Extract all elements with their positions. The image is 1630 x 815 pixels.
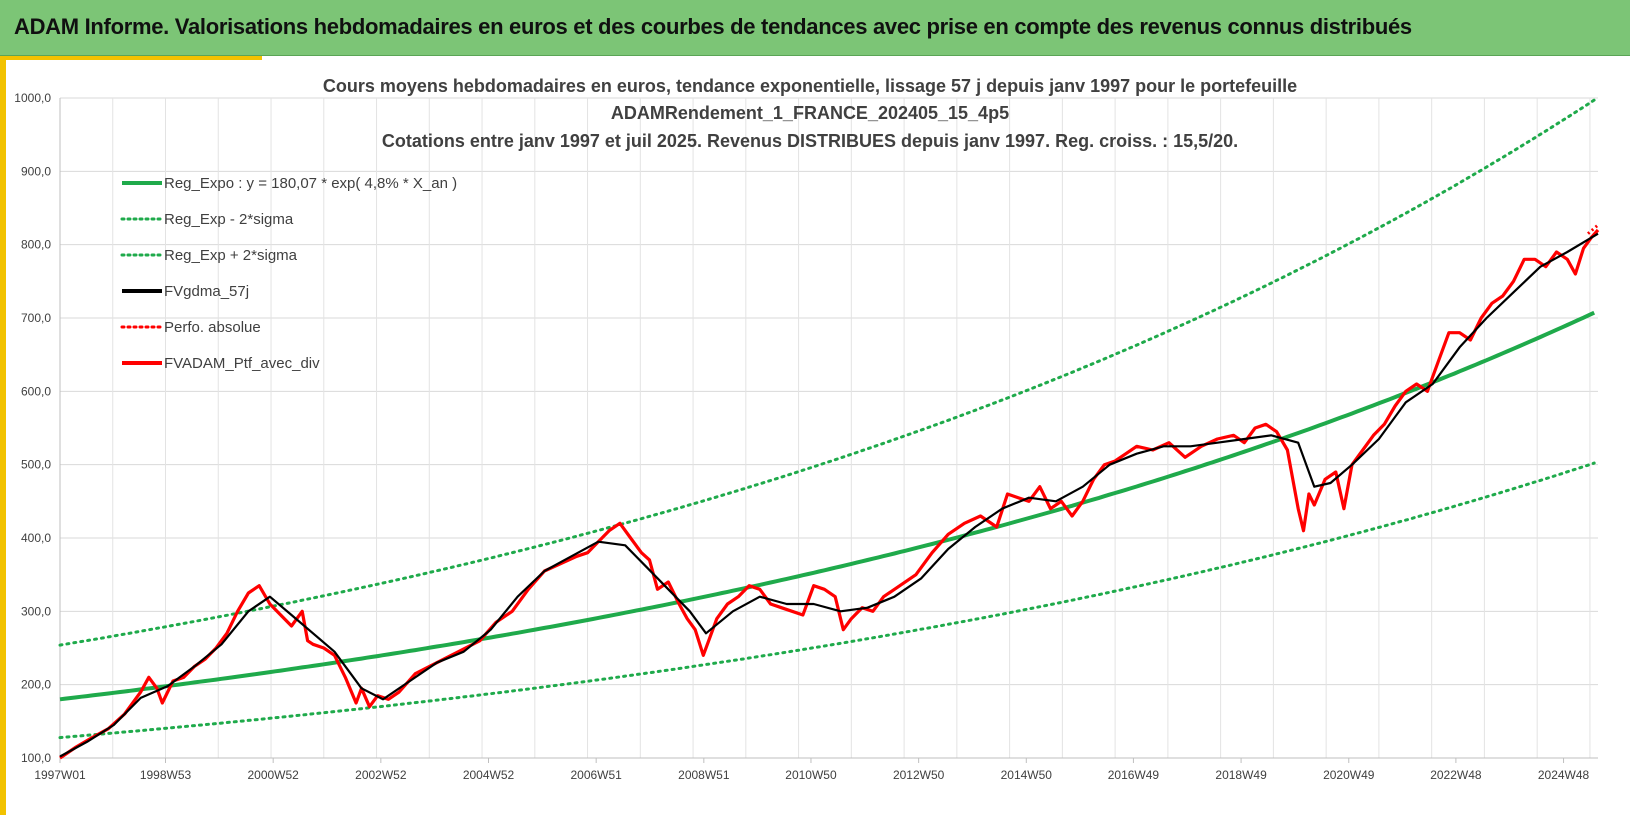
chart-title-line-2: ADAMRendement_1_FRANCE_202405_15_4p5: [611, 103, 1009, 123]
x-tick-label: 2020W49: [1323, 768, 1375, 782]
legend-label: Perfo. absolue: [164, 319, 261, 336]
y-tick-label: 700,0: [21, 311, 51, 325]
trend-regression-line: [59, 310, 1596, 702]
x-tick-label: 1997W01: [34, 768, 86, 782]
x-tick-label: 2008W51: [678, 768, 730, 782]
x-tick-label: 1998W53: [140, 768, 192, 782]
accent-left-bar: [0, 56, 6, 815]
x-tick-label: 2000W52: [247, 768, 299, 782]
x-axis-ticks: 1997W01 1998W53 2000W52 2002W52 2004W52 2006W…: [34, 758, 1590, 782]
trend-upper-band-line: [58, 98, 1596, 647]
legend: Reg_Expo : y = 180,07 * exp( 4,8% * X_an…: [120, 175, 457, 372]
banner: ADAM Informe. Valorisations hebdomadaire…: [0, 0, 1630, 56]
chart-title: Cours moyens hebdomadaires en euros, ten…: [323, 76, 1297, 151]
legend-label: Reg_Expo : y = 180,07 * exp( 4,8% * X_an…: [164, 175, 457, 192]
x-tick-label: 2018W49: [1215, 768, 1267, 782]
x-tick-label: 2002W52: [355, 768, 407, 782]
x-tick-label: 2022W48: [1430, 768, 1482, 782]
chart-series: [58, 98, 1600, 760]
y-tick-label: 600,0: [21, 384, 51, 398]
y-tick-label: 1000,0: [14, 91, 51, 105]
legend-label: Reg_Exp - 2*sigma: [164, 211, 294, 228]
y-tick-label: 900,0: [21, 164, 51, 178]
trend-lower-band-line: [58, 461, 1596, 740]
y-tick-label: 300,0: [21, 604, 51, 618]
y-axis-ticks: 100,0 200,0 300,0 400,0 500,0 600,0 700,0 800,0…: [14, 91, 51, 765]
y-tick-label: 800,0: [21, 238, 51, 252]
x-tick-label: 2024W48: [1538, 768, 1590, 782]
x-tick-label: 2012W50: [893, 768, 945, 782]
page-title: ADAM Informe. Valorisations hebdomadaire…: [14, 14, 1412, 39]
legend-label: Reg_Exp + 2*sigma: [164, 247, 298, 264]
y-tick-label: 100,0: [21, 751, 51, 765]
y-tick-label: 400,0: [21, 531, 51, 545]
x-tick-label: 2010W50: [785, 768, 837, 782]
x-tick-label: 2006W51: [570, 768, 622, 782]
smoothed-series-line: [59, 232, 1599, 758]
chart-grid: [59, 97, 1598, 759]
x-tick-label: 2016W49: [1108, 768, 1160, 782]
accent-top-bar: [0, 56, 262, 60]
y-tick-label: 500,0: [21, 458, 51, 472]
chart-title-line-1: Cours moyens hebdomadaires en euros, ten…: [323, 76, 1297, 96]
legend-label: FVgdma_57j: [164, 283, 249, 300]
chart: Cours moyens hebdomadaires en euros, ten…: [14, 76, 1600, 782]
x-tick-label: 2014W50: [1001, 768, 1053, 782]
legend-label: FVADAM_Ptf_avec_div: [164, 355, 320, 372]
x-tick-label: 2004W52: [463, 768, 515, 782]
chart-title-line-3: Cotations entre janv 1997 et juil 2025. …: [382, 131, 1238, 151]
y-tick-label: 200,0: [21, 678, 51, 692]
portfolio-series-line: [59, 228, 1600, 760]
